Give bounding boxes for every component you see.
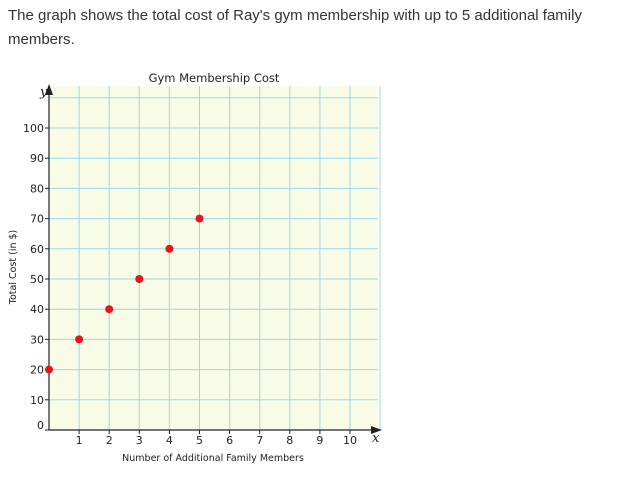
y-axis-letter: y (39, 85, 48, 100)
y-tick-label: 80 (30, 182, 44, 195)
y-tick-label: 100 (23, 122, 44, 135)
x-tick-label: 9 (316, 434, 323, 447)
y-tick-label: 50 (30, 273, 44, 286)
x-tick-label: 5 (196, 434, 203, 447)
x-axis-title: Number of Additional Family Members (122, 453, 304, 464)
x-tick-label: 3 (136, 434, 143, 447)
y-tick-label: 90 (30, 152, 44, 165)
chart-title: Gym Membership Cost (149, 71, 280, 85)
plot-area (49, 86, 378, 430)
data-point (165, 244, 174, 253)
question-prompt: The graph shows the total cost of Ray's … (8, 7, 582, 48)
data-point (75, 335, 84, 344)
x-tick-label: 7 (256, 434, 263, 447)
y-tick-label: 20 (30, 364, 44, 377)
data-point (195, 214, 204, 223)
data-point (45, 365, 53, 374)
data-point (135, 275, 144, 283)
x-tick-label: 1 (76, 434, 83, 447)
y-axis-title: Total Cost (in $) (8, 230, 19, 305)
x-tick-label: 4 (166, 434, 173, 447)
data-point (105, 305, 114, 314)
y-tick-label: 10 (30, 394, 44, 407)
x-axis-letter: x (372, 431, 380, 446)
x-tick-label: 10 (343, 434, 357, 447)
x-axis-arrow (371, 426, 382, 434)
y-tick-label: 70 (30, 213, 44, 226)
y-tick-label: 30 (30, 333, 44, 346)
y-tick-label: 60 (30, 243, 44, 256)
x-tick-label: 6 (226, 434, 233, 447)
x-tick-label: 8 (286, 434, 293, 447)
y-axis-arrow (45, 84, 53, 95)
x-tick-label: 2 (106, 434, 113, 447)
y-tick-label: 40 (30, 303, 44, 316)
y-tick-label: 0 (37, 419, 44, 432)
